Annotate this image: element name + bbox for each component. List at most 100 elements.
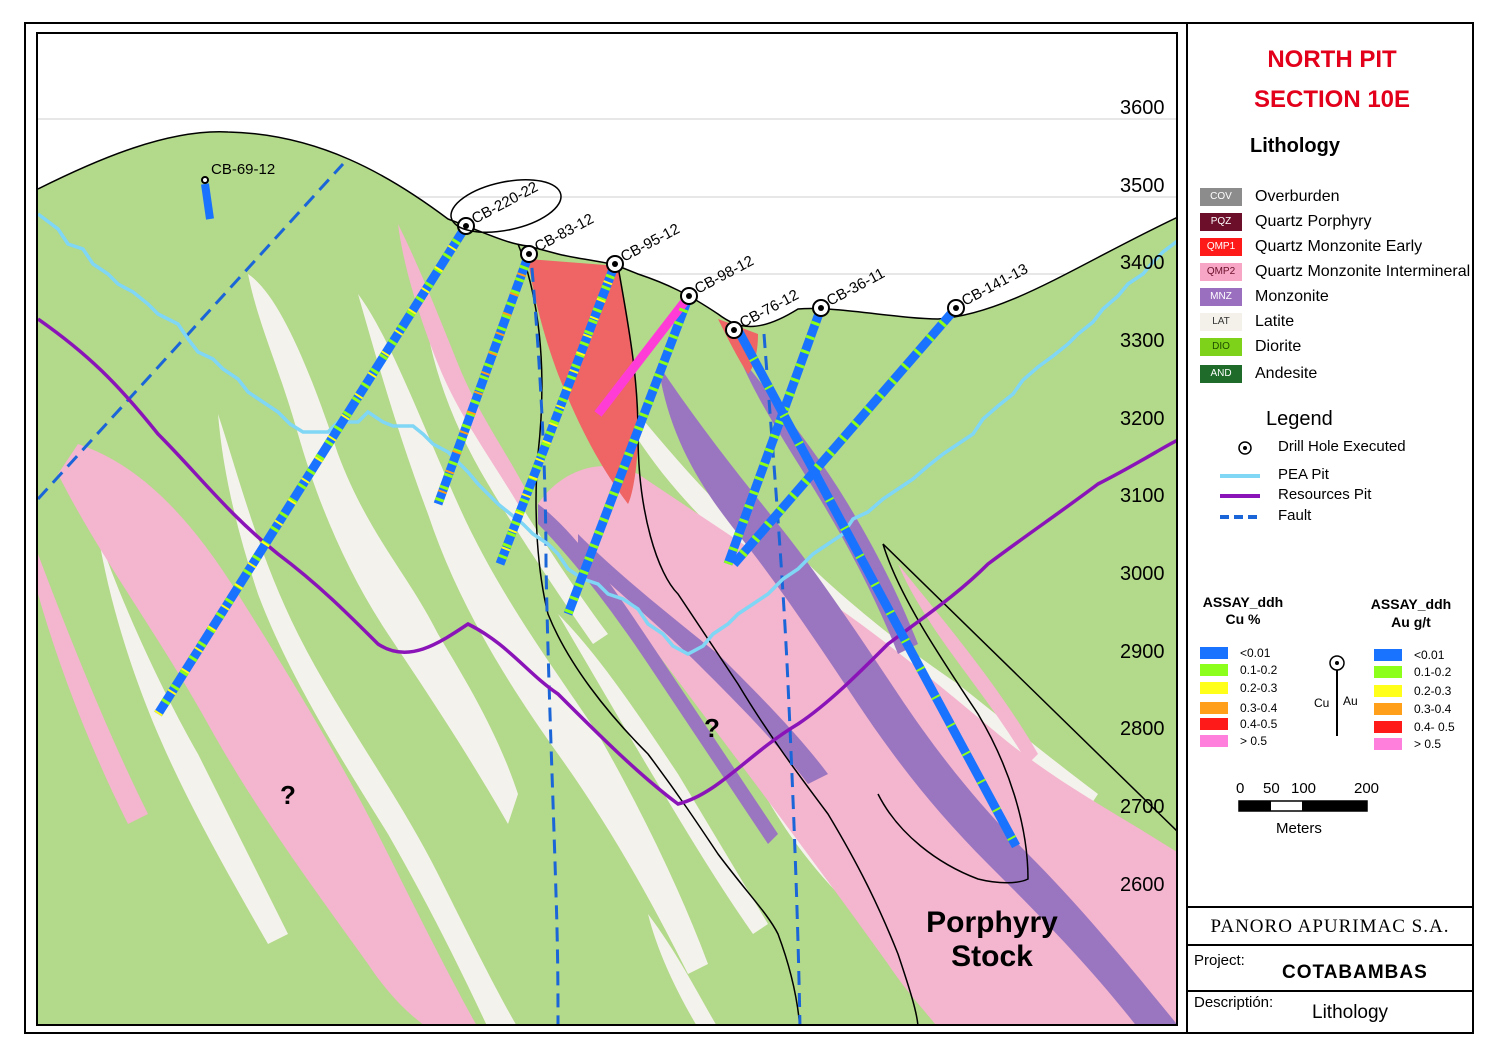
cu-au-symbol [1329,655,1345,736]
description-value: Lithology [1312,1002,1389,1023]
assay-label: 0.1-0.2 [1414,665,1452,679]
assay-swatch [1200,735,1228,747]
assay-swatch [1374,703,1402,715]
stock-label: Stock [951,940,1033,973]
resources-pit-swatch [1220,494,1260,498]
assay-label: 0.3-0.4 [1414,702,1452,716]
unknown-mark: ? [280,780,296,810]
assay-swatch [1200,682,1228,694]
assay-label: <0.01 [1240,646,1271,660]
cross-section-map: CB-69-12 CB-220-22 CB-83-12 CB-95-12 CB-… [36,32,1178,1026]
elevation-label: 3500 [1120,175,1165,197]
scale-tick-label: 0 [1236,780,1245,797]
drill-label: CB-98-12 [692,252,757,297]
elevation-label: 2600 [1120,874,1165,896]
drill-label: CB-220-22 [469,178,541,227]
fault-swatch [1220,515,1260,519]
lithology-label: Monzonite [1255,288,1329,305]
drill-collar-dots [463,223,959,333]
pea-pit-swatch [1220,474,1260,478]
assay-swatch [1200,718,1228,730]
cu-label: Cu [1314,696,1330,710]
resources-pit-line [38,317,1176,806]
assay-swatch [1200,702,1228,714]
lithology-swatch: LAT [1200,313,1242,331]
assay-label: 0.2-0.3 [1240,681,1278,695]
assay-label: 0.1-0.2 [1240,663,1278,677]
project-key: Project: [1194,952,1245,969]
lithology-heading: Lithology [1250,135,1340,157]
assay-label: 0.4- 0.5 [1414,720,1455,734]
elevation-label: 3000 [1120,563,1165,585]
assay-label: > 0.5 [1414,737,1442,751]
lithology-label: Diorite [1255,338,1302,355]
assay-swatch [1200,647,1228,659]
assay-au-heading: ASSAY_ddh [1370,596,1452,612]
scale-tick-label: 200 [1354,780,1380,797]
elevation-label: 3100 [1120,485,1165,507]
assay-label: 0.3-0.4 [1240,701,1278,715]
section-subtitle: SECTION 10E [1253,86,1411,113]
section-title: NORTH PIT [1267,46,1397,73]
outer-frame [24,22,1474,1034]
company-name: PANORO APURIMAC S.A. [1186,906,1474,946]
lithology-swatch: DIO [1200,338,1242,356]
legend-label: Fault [1278,507,1312,524]
scale-bar [1238,800,1368,812]
lithology-label: Overburden [1255,188,1340,205]
lithology-swatch: MNZ [1200,288,1242,306]
assay-label: > 0.5 [1240,734,1268,748]
lithology-swatch: COV [1200,188,1242,206]
assay-swatch [1374,738,1402,750]
pea-pit-line [38,212,1176,656]
legend-panel: NORTH PIT SECTION 10E Lithology COV Over… [1186,22,1474,1034]
assay-swatch [1374,685,1402,697]
project-block: Project: COTABAMBAS [1186,946,1474,992]
assay-label: 0.4-0.5 [1240,717,1278,731]
elevation-label: 2800 [1120,718,1165,740]
elevation-label: 2700 [1120,796,1165,818]
assay-au-subheading: Au g/t [1391,614,1431,630]
drill-traces [154,183,1020,849]
assay-swatch [1200,664,1228,676]
stock-label: Porphyry [926,906,1058,939]
legend-label: PEA Pit [1278,466,1329,483]
project-value: COTABAMBAS [1282,962,1428,983]
drill-label: CB-36-11 [824,265,888,310]
description-block: Descriptión: Lithology [1186,992,1474,1034]
drill-label: CB-69-12 [211,161,275,178]
legend-label: Drill Hole Executed [1278,438,1406,455]
lithology-label: Quartz Porphyry [1255,213,1372,230]
lithology-label: Andesite [1255,365,1318,382]
scale-tick-label: 50 [1263,780,1280,797]
assay-label: <0.01 [1414,648,1445,662]
au-label: Au [1343,694,1358,708]
drill-label: CB-95-12 [618,220,683,265]
elevation-label: 3300 [1120,330,1165,352]
drill-hole-icon [1238,441,1252,455]
legend-label: Resources Pit [1278,486,1372,503]
legend-heading: Legend [1266,408,1333,430]
lithology-swatch: PQZ [1200,213,1242,231]
lithology-label: Latite [1255,313,1295,330]
elevation-label: 3600 [1120,97,1165,119]
lithology-label: Quartz Monzonite Early [1255,238,1423,255]
geology-section: CB-69-12 CB-220-22 CB-83-12 CB-95-12 CB-… [38,118,1176,1024]
scale-tick-label: 100 [1291,780,1317,797]
description-key: Descriptión: [1194,994,1274,1011]
drill-label: CB-83-12 [532,210,597,255]
elevation-label: 3400 [1120,252,1165,274]
assay-label: 0.2-0.3 [1414,684,1452,698]
assay-cu-heading: ASSAY_ddh [1202,594,1284,610]
elevation-label: 3200 [1120,408,1165,430]
elevation-label: 2900 [1120,641,1165,663]
drill-hole-icon[interactable] [201,176,209,184]
assay-swatch [1374,649,1402,661]
qmp1-body [528,259,638,504]
scale-unit: Meters [1276,820,1322,837]
assay-cu-subheading: Cu % [1225,611,1261,627]
lithology-swatch: QMP1 [1200,238,1242,256]
unknown-mark: ? [704,713,720,743]
assay-swatch [1374,721,1402,733]
lithology-swatch: AND [1200,365,1242,383]
